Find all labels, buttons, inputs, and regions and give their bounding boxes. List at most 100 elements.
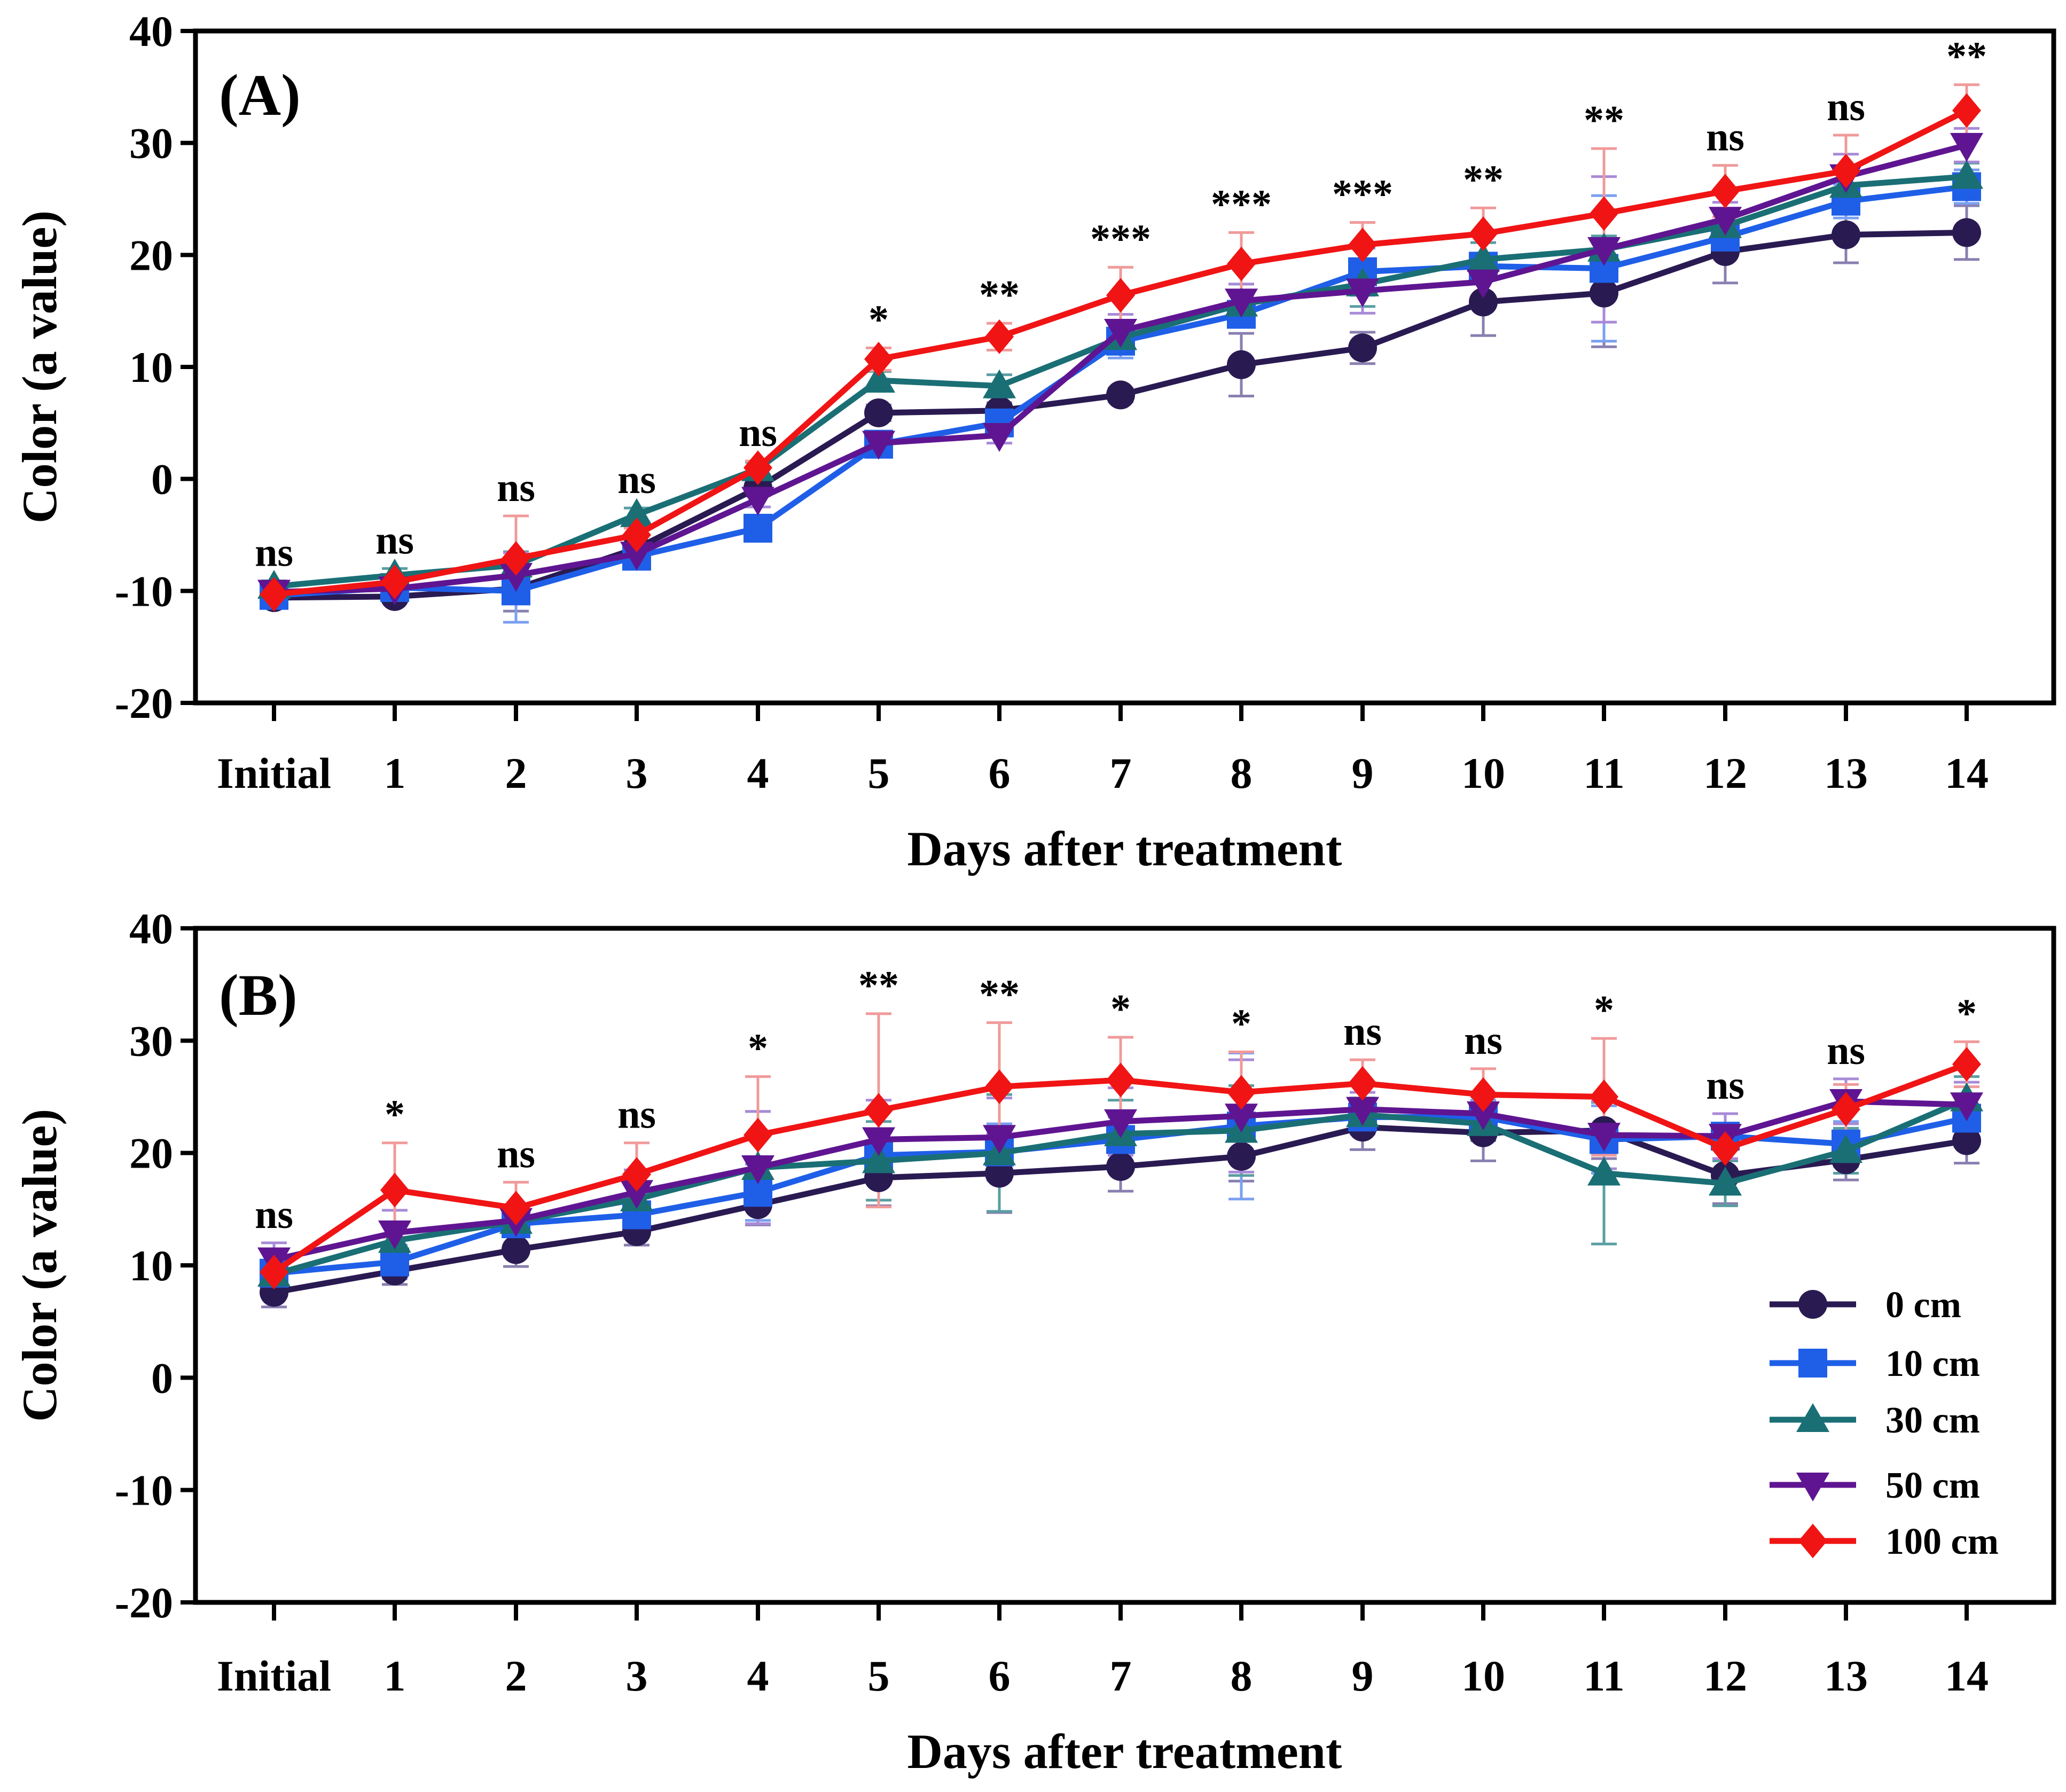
panel-b-significance-label: ns (1827, 1028, 1865, 1073)
legend-item-0-cm: 0 cm (1770, 1285, 1961, 1326)
panel-b-point-50-cm (1224, 1104, 1258, 1133)
panel-a-x-tick-label: 1 (384, 749, 406, 797)
panel-b-point-50-cm (1345, 1097, 1380, 1126)
panel-a-point-50-cm (862, 431, 896, 460)
panel-b-y-axis-title: Color (a value) (12, 1109, 67, 1422)
panel-b-legend: 0 cm 10 cm 30 cm 50 cm 100 cm (1770, 1285, 1999, 1562)
panel-a-point-0-cm (1469, 287, 1498, 317)
panel-b-x-tick-label: 14 (1945, 1652, 1989, 1700)
panel-b-x-axis-title: Days after treatment (907, 1724, 1342, 1779)
panel-a-point-100-cm (622, 518, 651, 552)
panel-b-significance-label: ns (1464, 1018, 1502, 1063)
panel-b-point-100-cm (380, 1172, 409, 1208)
panel-a-axes-frame (193, 28, 2056, 706)
panel-a-point-100-cm (1590, 196, 1618, 231)
legend-marker (1798, 1290, 1827, 1319)
panel-a-point-100-cm (1832, 153, 1860, 189)
panel-b-panel-label: (B) (219, 962, 298, 1028)
panel-a-significance-label: *** (1211, 182, 1272, 226)
panel-b-point-100-cm (1227, 1075, 1256, 1110)
panel-b-significance-label: * (385, 1092, 405, 1137)
panel-a-point-100-cm (380, 565, 409, 599)
panel-b-y-tick-label: 30 (129, 1016, 173, 1065)
panel-a-panel-label: (A) (219, 62, 301, 128)
panel-b-point-100-cm (622, 1157, 651, 1192)
legend-label: 100 cm (1885, 1521, 1999, 1562)
panel-a-point-100-cm (744, 450, 772, 486)
panel-b-significance-label: ns (255, 1192, 293, 1237)
panel-b-point-0-cm (1952, 1126, 1981, 1155)
panel-a-point-30-cm (1466, 242, 1500, 272)
panel-a-point-50-cm (1466, 269, 1500, 299)
legend-label: 50 cm (1885, 1465, 1980, 1506)
panel-a-x-tick-label: Initial (217, 749, 331, 797)
panel-a-x-tick-label: 8 (1231, 749, 1253, 797)
panel-a-significance-label: ns (497, 465, 535, 510)
panel-b-point-50-cm (1587, 1123, 1621, 1152)
legend-item-100-cm: 100 cm (1770, 1521, 1999, 1562)
panel-a-significance-label: ** (1463, 157, 1504, 202)
panel-a-point-100-cm (985, 319, 1014, 354)
panel-b-x-tick-label: 9 (1352, 1652, 1374, 1700)
panel-a-point-50-cm (741, 487, 775, 516)
panel-a-significance-label: *** (1332, 172, 1393, 217)
panel-a-significance-label: ns (1827, 84, 1865, 129)
panel-a-point-30-cm (1950, 160, 1984, 189)
panel-b-x-tick-label: 7 (1110, 1652, 1132, 1700)
panel-b-point-30-cm (1587, 1156, 1621, 1186)
panel-b-point-100-cm (1348, 1066, 1377, 1101)
panel-a-point-30-cm (982, 369, 1016, 398)
panel-b-point-100-cm (1711, 1131, 1740, 1166)
panel-b-point-100-cm (1952, 1047, 1981, 1082)
panel-b-point-50-cm (862, 1127, 896, 1156)
legend-marker (1798, 1349, 1827, 1378)
panel-a-significance-label: ns (375, 518, 414, 562)
panel-b-significance-label: ** (858, 963, 899, 1008)
panel-a-significance-label: *** (1090, 216, 1151, 261)
panel-a-y-tick-label: 30 (129, 119, 173, 168)
panel-a-x-tick-label: 13 (1824, 749, 1868, 797)
panel-b-significance-label: ** (979, 972, 1020, 1017)
panel-b-significance-label: ns (1343, 1009, 1382, 1054)
panel-a-point-100-cm (864, 341, 893, 377)
panel-b-x-tick-label: Initial (217, 1652, 331, 1700)
panel-b-point-100-cm (985, 1069, 1014, 1104)
panel-b-y-tick-label: 0 (151, 1353, 173, 1402)
panel-b-y-tick-label: -20 (115, 1578, 173, 1627)
panel-a-y-tick-label: -10 (115, 567, 173, 615)
panel-a-significance-label: * (868, 297, 889, 342)
panel-b-point-50-cm (982, 1125, 1016, 1154)
panel-a-significance-label: ** (1946, 34, 1987, 79)
panel-b-point-100-cm (744, 1117, 772, 1153)
panel-a-x-tick-label: 4 (747, 749, 769, 797)
panel-b-point-30-cm (862, 1144, 896, 1173)
panel-a-x-tick-label: 5 (868, 749, 890, 797)
panel-b-x-tick-label: 1 (384, 1652, 406, 1700)
panel-a-x-tick-label: 7 (1110, 749, 1132, 797)
panel-b-point-50-cm (378, 1220, 412, 1250)
panel-a-x-tick-label: 11 (1583, 749, 1624, 797)
panel-b-significance-label: * (1957, 991, 1977, 1036)
panel-a-point-0-cm (1952, 218, 1981, 247)
panel-b-significance-label: * (1231, 1001, 1251, 1046)
panel-a-x-tick-label: 14 (1945, 749, 1989, 797)
panel-a-x-tick-label: 2 (505, 749, 527, 797)
panel-b-x-tick-label: 10 (1461, 1652, 1505, 1700)
legend-marker (1796, 1403, 1830, 1432)
panel-b-point-100-cm (1106, 1062, 1135, 1098)
panel-b-significance-label: * (1110, 987, 1131, 1031)
legend-label: 30 cm (1885, 1400, 1980, 1441)
panel-b-point-50-cm (1104, 1109, 1138, 1138)
panel-b-x-tick-label: 8 (1231, 1652, 1253, 1700)
panel-b-y-tick-label: 20 (129, 1129, 173, 1178)
panel-b-point-100-cm (1469, 1077, 1498, 1112)
panel-a-point-100-cm (502, 541, 530, 576)
panel-a-point-100-cm (1227, 246, 1256, 281)
panel-a-point-100-cm (1469, 216, 1498, 251)
panel-b-point-0-cm (1106, 1152, 1135, 1181)
panel-a-point-50-cm (499, 563, 533, 592)
panel-b-point-50-cm (620, 1180, 654, 1209)
panel-b-point-0-cm (1227, 1141, 1256, 1171)
